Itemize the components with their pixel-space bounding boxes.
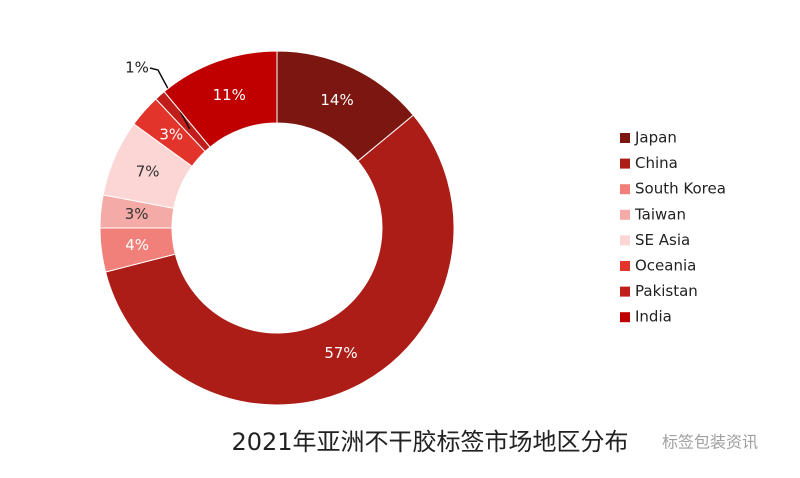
legend-label: SE Asia [635, 231, 690, 249]
data-label: 4% [125, 236, 149, 254]
legend-label: Oceania [635, 257, 696, 275]
data-label: 3% [159, 125, 183, 143]
legend-label: China [635, 154, 678, 172]
slice [104, 114, 455, 406]
legend-label: Taiwan [634, 205, 686, 223]
data-label: 1% [125, 59, 149, 77]
legend-swatch [620, 286, 630, 297]
legend-swatch [620, 209, 630, 220]
data-label: 14% [320, 91, 353, 109]
legend-label: Japan [634, 129, 677, 147]
legend-label: Pakistan [635, 282, 698, 300]
watermark: 标签包装资讯 [662, 433, 758, 452]
legend-swatch [620, 158, 630, 169]
chart-title: 2021年亚洲不干胶标签市场地区分布 [231, 428, 628, 456]
data-label: 11% [213, 86, 246, 104]
legend-swatch [620, 235, 630, 246]
legend-swatch [620, 133, 630, 143]
legend-label: India [635, 308, 672, 326]
legend-label: South Korea [635, 180, 726, 198]
data-label: 7% [136, 163, 160, 181]
data-label: 57% [324, 344, 357, 362]
legend-swatch [620, 312, 630, 323]
legend-swatch [620, 184, 630, 195]
legend-swatch [620, 261, 630, 271]
slice [163, 50, 278, 148]
data-label: 3% [125, 205, 149, 223]
